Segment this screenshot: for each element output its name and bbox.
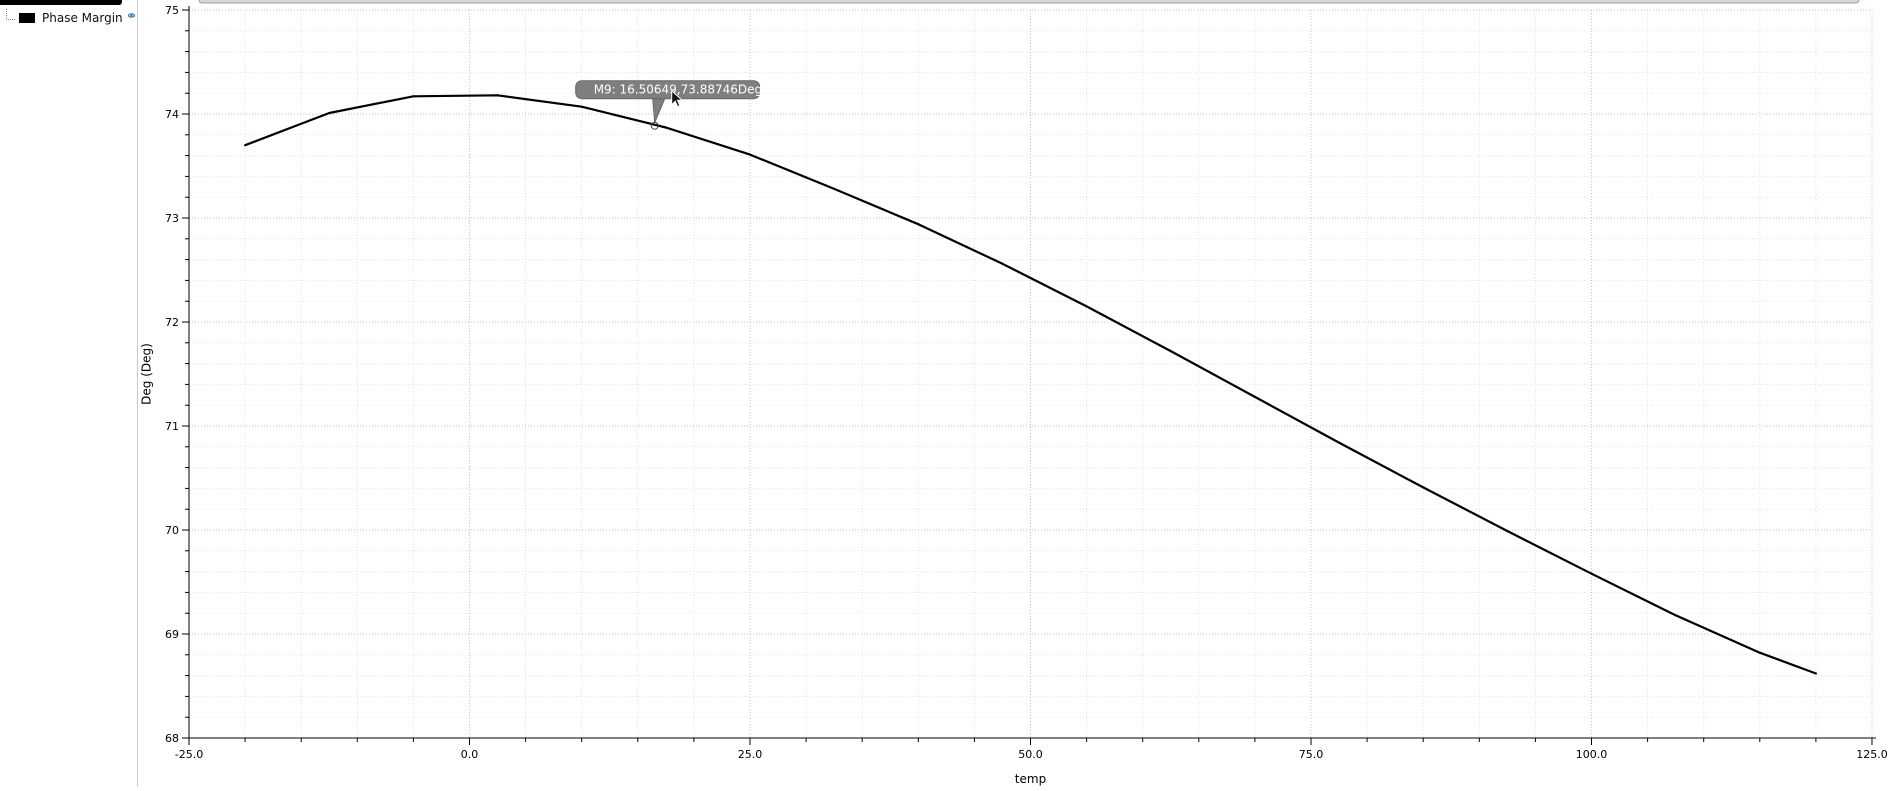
x-tick-label: 0.0	[461, 748, 479, 761]
tree-connector	[6, 8, 15, 20]
marker-point[interactable]	[650, 121, 659, 130]
data-point	[1337, 441, 1341, 444]
mouse-cursor-icon	[671, 89, 684, 108]
data-point	[244, 144, 247, 147]
phase-margin-chart[interactable]: 68 69 70 71 72 73 74 75 -25.0 0.0 25.0 50.0 75.0 100.…	[139, 0, 1891, 787]
visibility-icon[interactable]	[128, 12, 135, 19]
marker-pointer	[652, 98, 666, 123]
x-tick-label: 100.0	[1576, 748, 1608, 761]
data-point	[1085, 305, 1088, 308]
axes: 68 69 70 71 72 73 74 75 -25.0 0.0 25.0 50.0 75.0 100.…	[165, 4, 1888, 761]
marker-label: M9: 16.50649,73.88746Deg	[594, 83, 762, 97]
data-point	[748, 153, 752, 156]
series-line-phase-margin	[244, 94, 1817, 675]
data-point	[328, 111, 331, 115]
data-point	[1001, 262, 1004, 265]
data-point	[1814, 672, 1817, 675]
data-point	[1590, 572, 1593, 575]
top-scrollbar[interactable]	[198, 0, 1860, 4]
legend-item-phase-margin[interactable]: Phase Margin	[6, 8, 123, 25]
data-point	[412, 95, 415, 98]
x-tick-label: 25.0	[738, 748, 763, 761]
y-axis-label: Deg (Deg)	[140, 343, 154, 405]
legend-swatch	[19, 13, 35, 23]
x-tick-label: 50.0	[1018, 748, 1043, 761]
y-tick-label: 71	[165, 420, 179, 433]
plot-area[interactable]: 68 69 70 71 72 73 74 75 -25.0 0.0 25.0 50.0 75.0 100.…	[139, 0, 1891, 787]
legend-item-label: Phase Margin	[42, 11, 123, 25]
grid	[188, 9, 1873, 739]
data-point	[664, 126, 667, 129]
data-point	[496, 94, 499, 97]
data-point	[1506, 529, 1509, 533]
x-tick-label: 125.0	[1856, 748, 1888, 761]
marker-m9[interactable]: M9: 16.50649,73.88746Deg	[575, 80, 762, 130]
legend-panel: Phase Margin	[0, 0, 138, 787]
y-tick-label: 74	[165, 108, 179, 121]
data-point	[580, 105, 583, 108]
data-point	[1758, 651, 1761, 654]
y-tick-label: 70	[165, 524, 179, 537]
x-tick-label: -25.0	[175, 748, 203, 761]
marker-label-box[interactable]	[575, 80, 761, 100]
x-axis-label: temp	[1015, 772, 1046, 786]
data-point	[917, 223, 920, 226]
legend-header-bar	[0, 0, 122, 5]
data-point	[1169, 350, 1172, 353]
data-point	[1674, 614, 1677, 617]
data-point	[1253, 395, 1256, 398]
y-tick-label: 72	[165, 316, 179, 329]
series-layer	[244, 94, 1817, 675]
y-tick-label: 69	[165, 628, 179, 641]
x-tick-label: 75.0	[1299, 748, 1324, 761]
data-point	[833, 187, 836, 190]
y-tick-label: 75	[165, 4, 179, 17]
y-tick-label: 73	[165, 212, 179, 225]
data-point	[1422, 486, 1425, 489]
y-tick-label: 68	[165, 732, 179, 745]
